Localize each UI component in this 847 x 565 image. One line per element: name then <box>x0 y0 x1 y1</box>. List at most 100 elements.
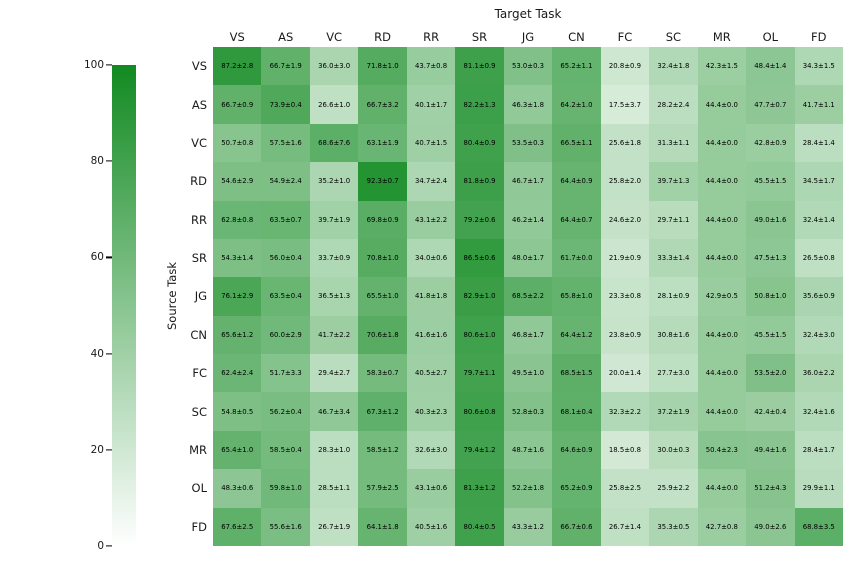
cell-FC-FC: 20.0±1.4 <box>600 354 650 393</box>
cell-JG-AS: 63.5±0.4 <box>261 277 310 316</box>
cell-VS-JG: 53.0±0.3 <box>503 47 553 86</box>
cell-RR-RD: 69.8±0.9 <box>358 200 407 239</box>
cell-JG-FD: 35.6±0.9 <box>794 277 843 316</box>
cell-VC-CN: 66.5±1.1 <box>552 123 601 163</box>
y-tick-CN: CN <box>190 327 207 342</box>
x-tick-SR: SR <box>471 30 488 44</box>
cell-CN-RD: 70.6±1.8 <box>358 315 407 355</box>
cell-OL-RR: 43.1±0.6 <box>406 469 456 508</box>
heatmap-grid: 87.2±2.8 66.7±1.9 36.0±3.0 71.8±1.0 43.7±0.8… <box>213 47 843 546</box>
cell-RR-OL: 49.0±1.6 <box>746 200 795 239</box>
cell-FC-SC: 27.7±3.0 <box>649 354 698 393</box>
cell-VC-AS: 57.5±1.6 <box>261 123 310 163</box>
cell-FD-MR: 42.7±0.8 <box>697 507 747 546</box>
cell-AS-FD: 41.7±1.1 <box>794 85 843 124</box>
y-tick-OL: OL <box>191 481 207 496</box>
cell-FD-VC: 26.7±1.9 <box>309 507 359 546</box>
cell-SC-SC: 37.2±1.9 <box>649 392 698 431</box>
cell-RD-RR: 34.7±2.4 <box>406 162 456 201</box>
cell-VS-AS: 66.7±1.9 <box>261 47 310 86</box>
cell-FC-VS: 62.4±2.4 <box>213 354 262 393</box>
cell-FC-MR: 44.4±0.0 <box>697 354 747 393</box>
cell-MR-RD: 58.5±1.2 <box>358 430 407 470</box>
cell-OL-OL: 51.2±4.3 <box>746 469 795 508</box>
colorbar-tick-mark-20 <box>106 449 112 451</box>
cell-VC-RR: 40.7±1.5 <box>406 123 456 163</box>
cell-RD-FD: 34.5±1.7 <box>794 162 843 201</box>
cell-SC-CN: 68.1±0.4 <box>552 392 601 431</box>
x-tick-FC: FC <box>617 30 633 44</box>
cell-SR-FC: 21.9±0.9 <box>600 238 650 278</box>
x-tick-VS: VS <box>229 30 245 44</box>
cell-MR-MR: 50.4±2.3 <box>697 430 747 470</box>
cell-JG-JG: 68.5±2.2 <box>503 277 553 316</box>
x-tick-SC: SC <box>665 30 682 44</box>
cell-AS-MR: 44.4±0.0 <box>697 85 747 124</box>
cell-VS-CN: 65.2±1.1 <box>552 47 601 86</box>
cell-FD-OL: 49.0±2.6 <box>746 507 795 546</box>
cell-VS-SR: 81.1±0.9 <box>455 47 504 86</box>
cell-FD-JG: 43.3±1.2 <box>503 507 553 546</box>
colorbar-tick-mark-40 <box>106 353 112 355</box>
x-tick-AS: AS <box>278 30 294 44</box>
cell-AS-FC: 17.5±3.7 <box>600 85 650 124</box>
cell-VS-VC: 36.0±3.0 <box>309 47 359 86</box>
cell-AS-CN: 64.2±1.0 <box>552 85 601 124</box>
cell-OL-SC: 25.9±2.2 <box>649 469 698 508</box>
colorbar-tick-label-100: 100 <box>83 59 104 71</box>
cell-MR-VS: 65.4±1.0 <box>213 430 262 470</box>
y-axis-tick-labels: VS AS VC RD RR SR JG CN FC SC MR OL FD <box>150 47 207 546</box>
cell-FD-AS: 55.6±1.6 <box>261 507 310 546</box>
cell-CN-CN: 64.4±1.2 <box>552 315 601 355</box>
colorbar-tick-label-40: 40 <box>90 347 104 360</box>
cell-FD-SC: 35.3±0.5 <box>649 507 698 546</box>
cell-FD-CN: 66.7±0.6 <box>552 507 601 546</box>
colorbar-tick-mark-80 <box>106 160 112 162</box>
colorbar-tick-label-0: 0 <box>97 540 104 552</box>
cell-SR-RD: 70.8±1.0 <box>358 238 407 278</box>
cell-RR-SC: 29.7±1.1 <box>649 200 698 239</box>
cell-MR-CN: 64.6±0.9 <box>552 430 601 470</box>
cell-CN-VS: 65.6±1.2 <box>213 315 262 355</box>
cell-RR-FC: 24.6±2.0 <box>600 200 650 239</box>
cell-VC-SR: 80.4±0.9 <box>455 123 504 163</box>
cell-CN-MR: 44.4±0.0 <box>697 315 747 355</box>
cell-AS-RD: 66.7±3.2 <box>358 85 407 124</box>
cell-AS-OL: 47.7±0.7 <box>746 85 795 124</box>
cell-VS-SC: 32.4±1.8 <box>649 47 698 86</box>
cell-SR-VS: 54.3±1.4 <box>213 238 262 278</box>
cell-RD-JG: 46.7±1.7 <box>503 162 553 201</box>
x-tick-OL: OL <box>762 30 779 44</box>
cell-AS-SC: 28.2±2.4 <box>649 85 698 124</box>
cell-VC-RD: 63.1±1.9 <box>358 123 407 163</box>
cell-AS-AS: 73.9±0.4 <box>261 85 310 124</box>
cell-FC-OL: 53.5±2.0 <box>746 354 795 393</box>
cell-JG-MR: 42.9±0.5 <box>697 277 747 316</box>
y-axis-label: Source Task <box>165 262 179 330</box>
cell-JG-RR: 41.8±1.8 <box>406 277 456 316</box>
cell-CN-FD: 32.4±3.0 <box>794 315 843 355</box>
y-tick-MR: MR <box>189 443 207 458</box>
cell-RD-RD: 92.3±0.7 <box>358 162 407 201</box>
x-axis-tick-labels: VS AS VC RD RR SR JG CN FC SC MR OL FD <box>213 30 843 44</box>
cell-AS-JG: 46.3±1.8 <box>503 85 553 124</box>
chart-title: Target Task <box>494 7 562 21</box>
cell-OL-JG: 52.2±1.8 <box>503 469 553 508</box>
cell-FD-FC: 26.7±1.4 <box>600 507 650 546</box>
cell-FD-VS: 67.6±2.5 <box>213 507 262 546</box>
colorbar-tick-mark-60 <box>106 256 112 258</box>
cell-SR-OL: 47.5±1.3 <box>746 238 795 278</box>
cell-FD-RD: 64.1±1.8 <box>358 507 407 546</box>
cell-SC-AS: 56.2±0.4 <box>261 392 310 431</box>
x-tick-RR: RR <box>423 30 440 44</box>
cell-SC-MR: 44.4±0.0 <box>697 392 747 431</box>
colorbar-tick-mark-100 <box>106 64 112 66</box>
cell-VC-OL: 42.8±0.9 <box>746 123 795 163</box>
cell-CN-OL: 45.5±1.5 <box>746 315 795 355</box>
x-tick-MR: MR <box>712 30 731 44</box>
cell-OL-SR: 81.3±1.2 <box>455 469 504 508</box>
cell-FD-SR: 80.4±0.5 <box>455 507 504 546</box>
colorbar-tick-label-80: 80 <box>90 155 104 168</box>
x-tick-JG: JG <box>521 30 535 44</box>
